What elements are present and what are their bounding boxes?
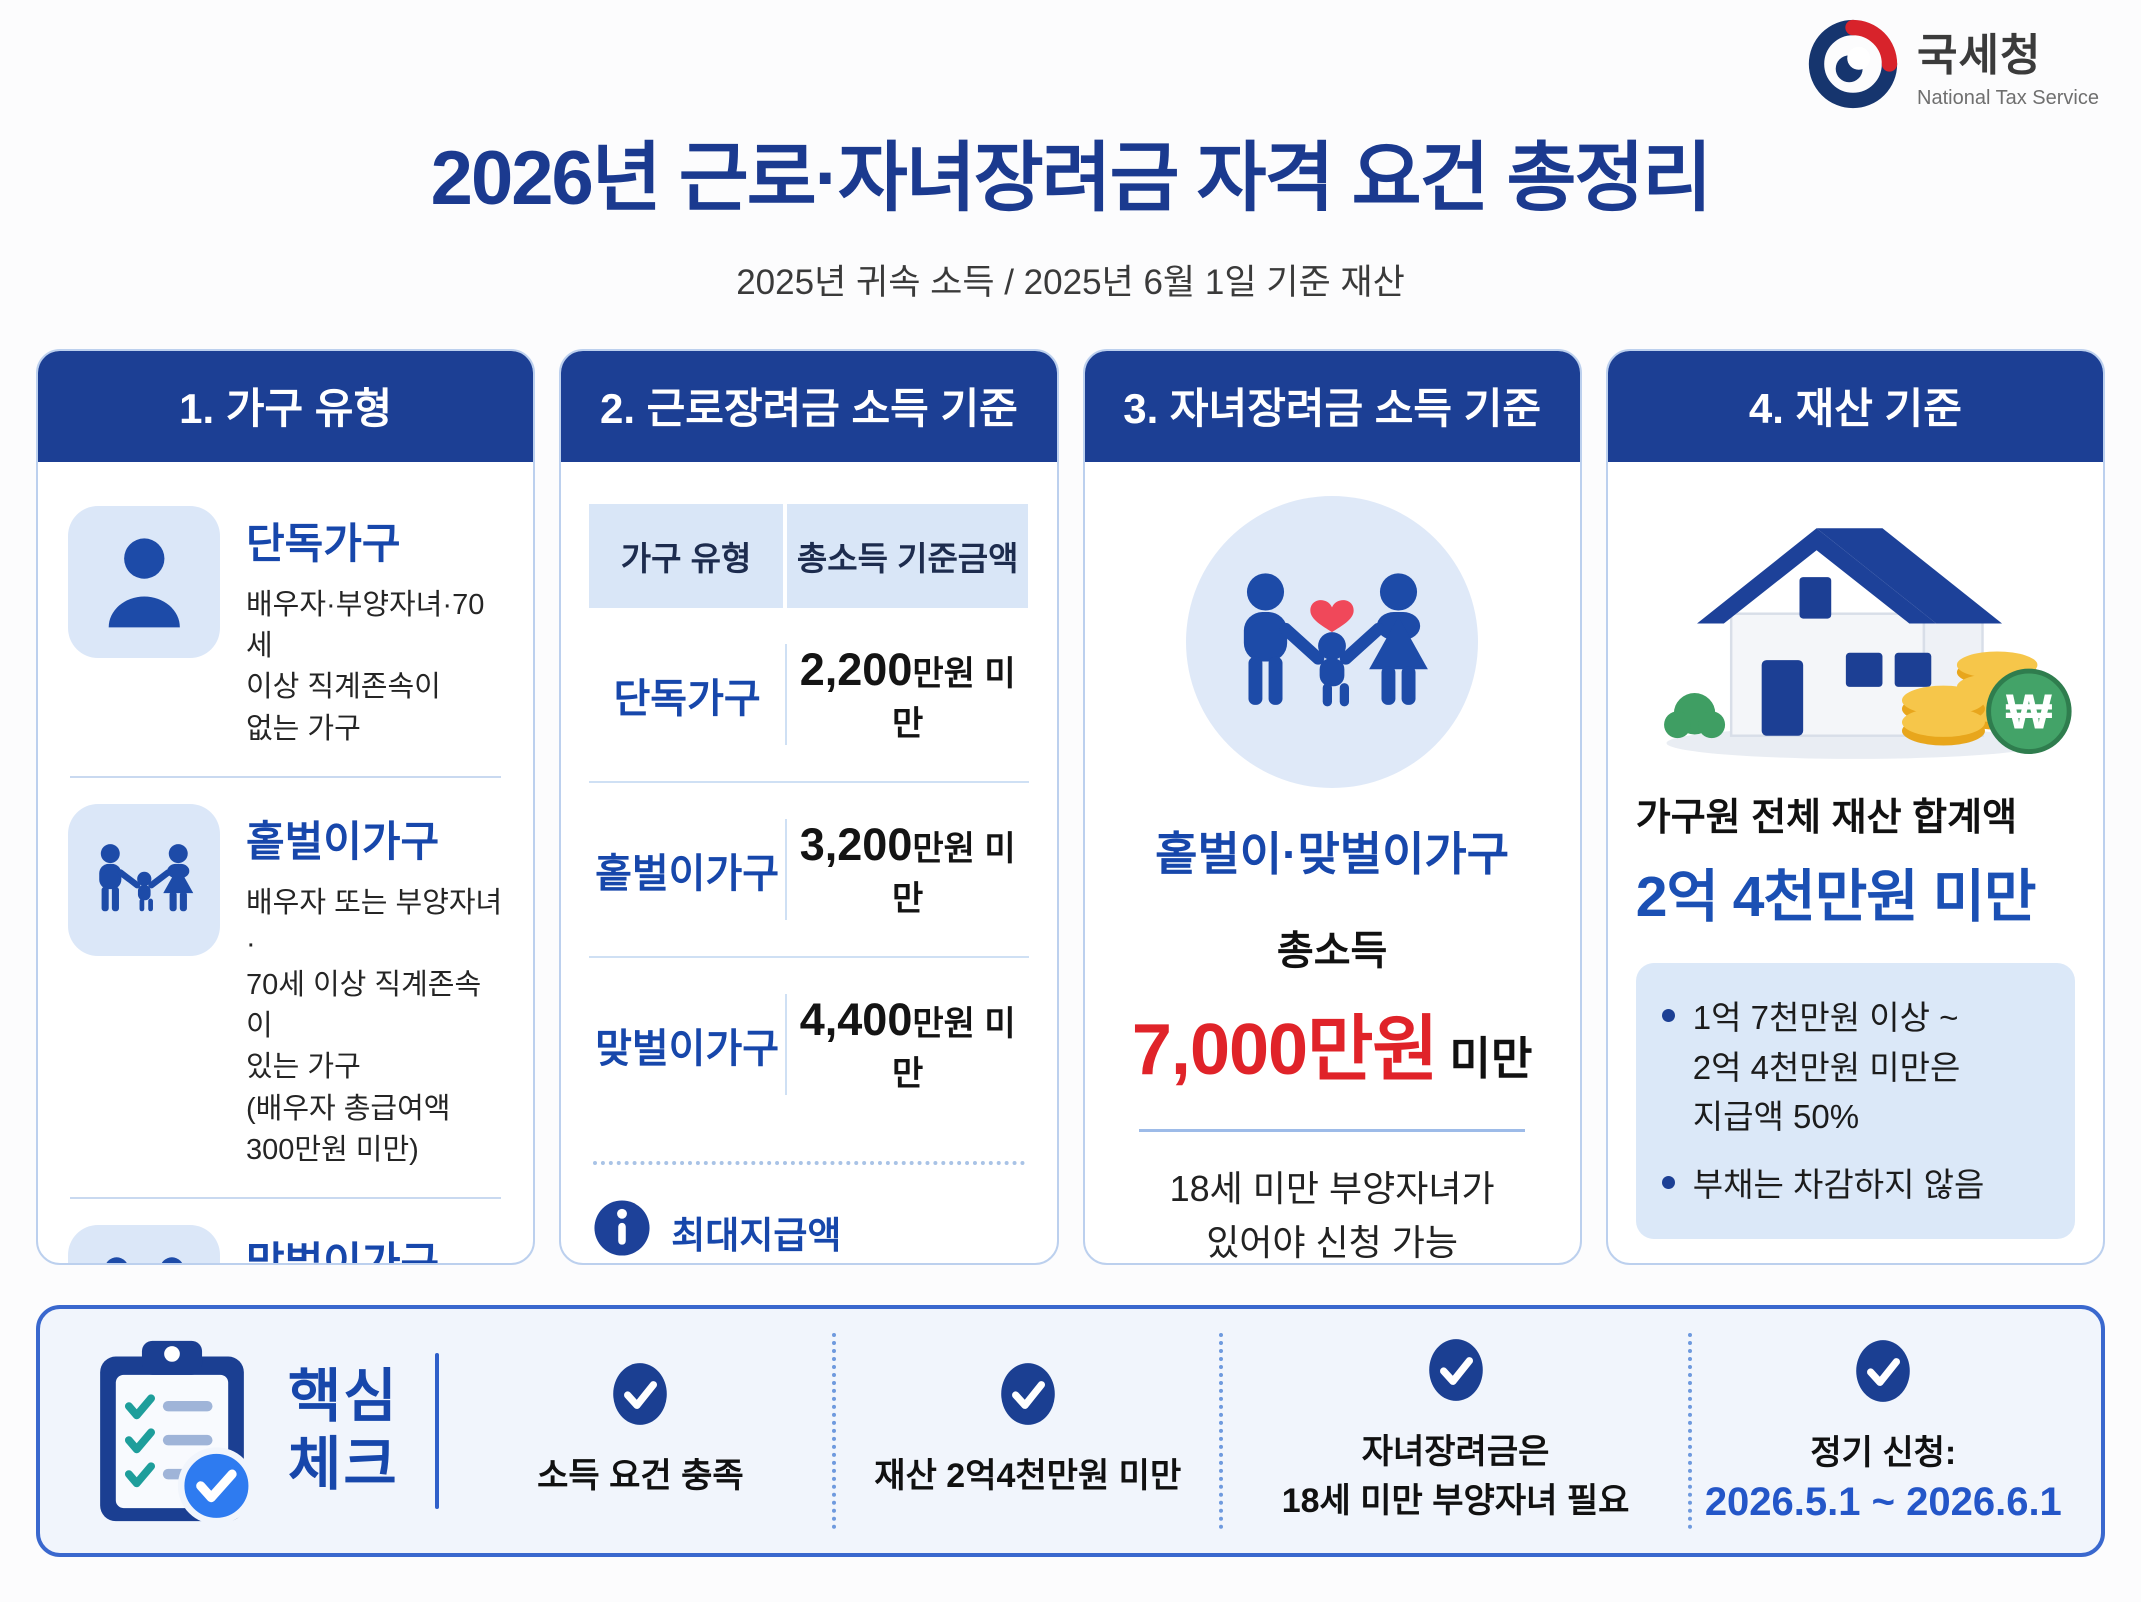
property-bullet: 부채는 차감하지 않음: [1661, 1160, 2049, 1210]
dotted-divider: [832, 1333, 837, 1529]
check-item-application-period: 정기 신청: 2026.5.1 ~ 2026.6.1: [1692, 1309, 2075, 1553]
section-4-header: 4. 재산 기준: [1607, 351, 2103, 462]
info-columns: 1. 가구 유형 단독가구 배우자·부양자녀·70세 이상 직계존속이 없는 가…: [36, 349, 2105, 1265]
single-person-icon: [68, 506, 220, 658]
check-circle-icon: [1428, 1338, 1483, 1401]
household-item-single-earner: 홑벌이가구 배우자 또는 부양자녀· 70세 이상 직계존속이 있는 가구 (배…: [66, 788, 505, 1187]
divider: [1138, 1129, 1526, 1132]
page-subtitle: 2025년 귀속 소득 / 2025년 6월 1일 기준 재산: [736, 263, 1405, 302]
household-item-dual-earner: 맞벌이가구 신청인과 배우자 각각 총급여액 300만원 이상: [66, 1209, 505, 1265]
household-item-desc: 배우자 또는 부양자녀· 70세 이상 직계존속이 있는 가구 (배우자 총급여…: [246, 886, 503, 1166]
household-item-title: 단독가구: [246, 520, 401, 567]
property-bullet: 1억 7천만원 이상 ~ 2억 4천만원 미만은 지급액 50%: [1661, 993, 2049, 1142]
threshold-amount: 7,000만원: [1131, 1010, 1439, 1090]
property-bullet-box: 1억 7천만원 이상 ~ 2억 4천만원 미만은 지급액 50% 부채는 차감하…: [1635, 963, 2075, 1239]
row-amount: 2,200만원 미만: [787, 644, 1029, 745]
row-amount: 3,200만원 미만: [787, 819, 1029, 920]
income-label: 총소득: [1276, 929, 1388, 973]
dotted-divider: [593, 1161, 1025, 1165]
bullet-dot-icon: [1661, 1009, 1675, 1022]
check-item-dependent-child: 자녀장려금은 18세 미만 부양자녀 필요: [1223, 1309, 1687, 1553]
column-header-type: 가구 유형: [589, 504, 787, 608]
logo-subtitle: National Tax Service: [1917, 86, 2099, 109]
row-type: 홑벌이가구: [589, 819, 787, 920]
amount-value: 2,200: [799, 644, 913, 695]
section-1-header: 1. 가구 유형: [38, 351, 534, 462]
divider: [434, 1353, 439, 1509]
amount-unit: 만원 미만: [892, 830, 1016, 918]
bullet-dot-icon: [1661, 1175, 1675, 1189]
check-circle-icon: [1856, 1339, 1911, 1402]
table-row: 홑벌이가구 3,200만원 미만: [589, 781, 1029, 956]
family-heart-icon: [1186, 496, 1479, 788]
check-item-property: 재산 2억4천만원 미만: [836, 1309, 1219, 1553]
page-title: 2026년 근로·자녀장려금 자격 요건 총정리: [430, 136, 1713, 221]
threshold-suffix: 미만: [1449, 1033, 1533, 1084]
house-and-coins-illustration: ₩: [1663, 528, 2072, 759]
household-item-title: 맞벌이가구: [246, 1238, 440, 1265]
divider: [70, 1196, 502, 1199]
bullet-text: 부채는 차감하지 않음: [1692, 1165, 1985, 1203]
key-check-title: 핵심 체크: [288, 1363, 399, 1497]
table-row: 맞벌이가구 4,400만원 미만: [589, 956, 1029, 1131]
eligibility-condition: 18세 미만 부양자녀가 있어야 신청 가능: [1169, 1168, 1495, 1263]
clipboard-check-icon: [100, 1340, 255, 1525]
row-type: 맞벌이가구: [589, 994, 787, 1095]
key-check-title-block: 핵심 체크: [66, 1333, 399, 1529]
amount-unit: 만원 미만: [892, 1005, 1016, 1093]
property-lead: 가구원 전체 재산 합계액: [1635, 797, 2018, 839]
svg-text:₩: ₩: [2006, 685, 2053, 739]
nts-logo: 국세청 National Tax Service: [1805, 16, 2099, 112]
bullet-text: 1억 7천만원 이상 ~ 2억 4천만원 미만은 지급액 50%: [1692, 999, 1961, 1135]
household-item-single: 단독가구 배우자·부양자녀·70세 이상 직계존속이 없는 가구: [66, 490, 505, 766]
check-circle-icon: [1000, 1363, 1055, 1426]
nts-taegeuk-swirl-icon: [1808, 19, 1898, 109]
amount-value: 4,400: [799, 994, 913, 1045]
property-threshold: 2억 4천만원 미만: [1635, 865, 2037, 929]
check-item-label: 자녀장려금은 18세 미만 부양자녀 필요: [1281, 1432, 1630, 1520]
section-3-header: 3. 자녀장려금 소득 기준: [1084, 351, 1580, 462]
key-check-bar: 핵심 체크 소득 요건 충족 재산 2억4천만원 미만 자녀장려금은 18세 미…: [36, 1305, 2105, 1557]
logo-title: 국세청: [1917, 30, 2042, 80]
income-table-header: 가구 유형 총소득 기준금액: [589, 504, 1029, 608]
single-earner-family-icon: [68, 803, 220, 956]
amount-unit: 만원 미만: [892, 655, 1016, 743]
column-header-amount: 총소득 기준금액: [786, 504, 1029, 608]
income-threshold: 7,000만원 미만: [1132, 990, 1532, 1095]
check-item-label: 재산 2억4천만원 미만: [874, 1457, 1182, 1496]
check-item-label: 소득 요건 충족: [537, 1457, 744, 1496]
section-household-types: 1. 가구 유형 단독가구 배우자·부양자녀·70세 이상 직계존속이 없는 가…: [36, 349, 536, 1265]
check-circle-icon: [613, 1363, 668, 1426]
table-row: 단독가구 2,200만원 미만: [589, 608, 1028, 781]
check-item-period: 2026.5.1 ~ 2026.6.1: [1704, 1480, 2062, 1525]
key-check-items: 소득 요건 충족 재산 2억4천만원 미만 자녀장려금은 18세 미만 부양자녀…: [449, 1309, 2075, 1553]
household-label: 홑벌이·맞벌이가구: [1155, 828, 1510, 880]
page-header: 2026년 근로·자녀장려금 자격 요건 총정리 2025년 귀속 소득 / 2…: [0, 0, 2141, 305]
household-item-desc: 배우자·부양자녀·70세 이상 직계존속이 없는 가구: [246, 589, 485, 745]
row-amount: 4,400만원 미만: [787, 994, 1029, 1095]
section-2-header: 2. 근로장려금 소득 기준: [561, 351, 1057, 462]
check-item-income: 소득 요건 충족: [449, 1309, 832, 1553]
section-child-income: 3. 자녀장려금 소득 기준: [1082, 349, 1582, 1265]
divider: [70, 775, 502, 778]
max-payment-title: 최대지급액: [671, 1215, 842, 1256]
max-payment-note: 최대지급액 단독 165만원 / 홑벌이 285만원 / 맞벌이 330만원: [589, 1199, 1028, 1263]
dual-earner-couple-icon: [68, 1224, 220, 1263]
row-type: 단독가구: [589, 644, 787, 745]
check-item-label: 정기 신청:: [1810, 1433, 1957, 1472]
section-property: 4. 재산 기준: [1605, 349, 2105, 1265]
dotted-divider: [1687, 1333, 1692, 1529]
info-icon: [594, 1200, 650, 1256]
household-item-title: 홑벌이가구: [246, 817, 440, 865]
section-earned-income: 2. 근로장려금 소득 기준 가구 유형 총소득 기준금액 단독가구 2,200…: [559, 349, 1059, 1265]
amount-value: 3,200: [799, 819, 913, 870]
dotted-divider: [1219, 1333, 1224, 1529]
